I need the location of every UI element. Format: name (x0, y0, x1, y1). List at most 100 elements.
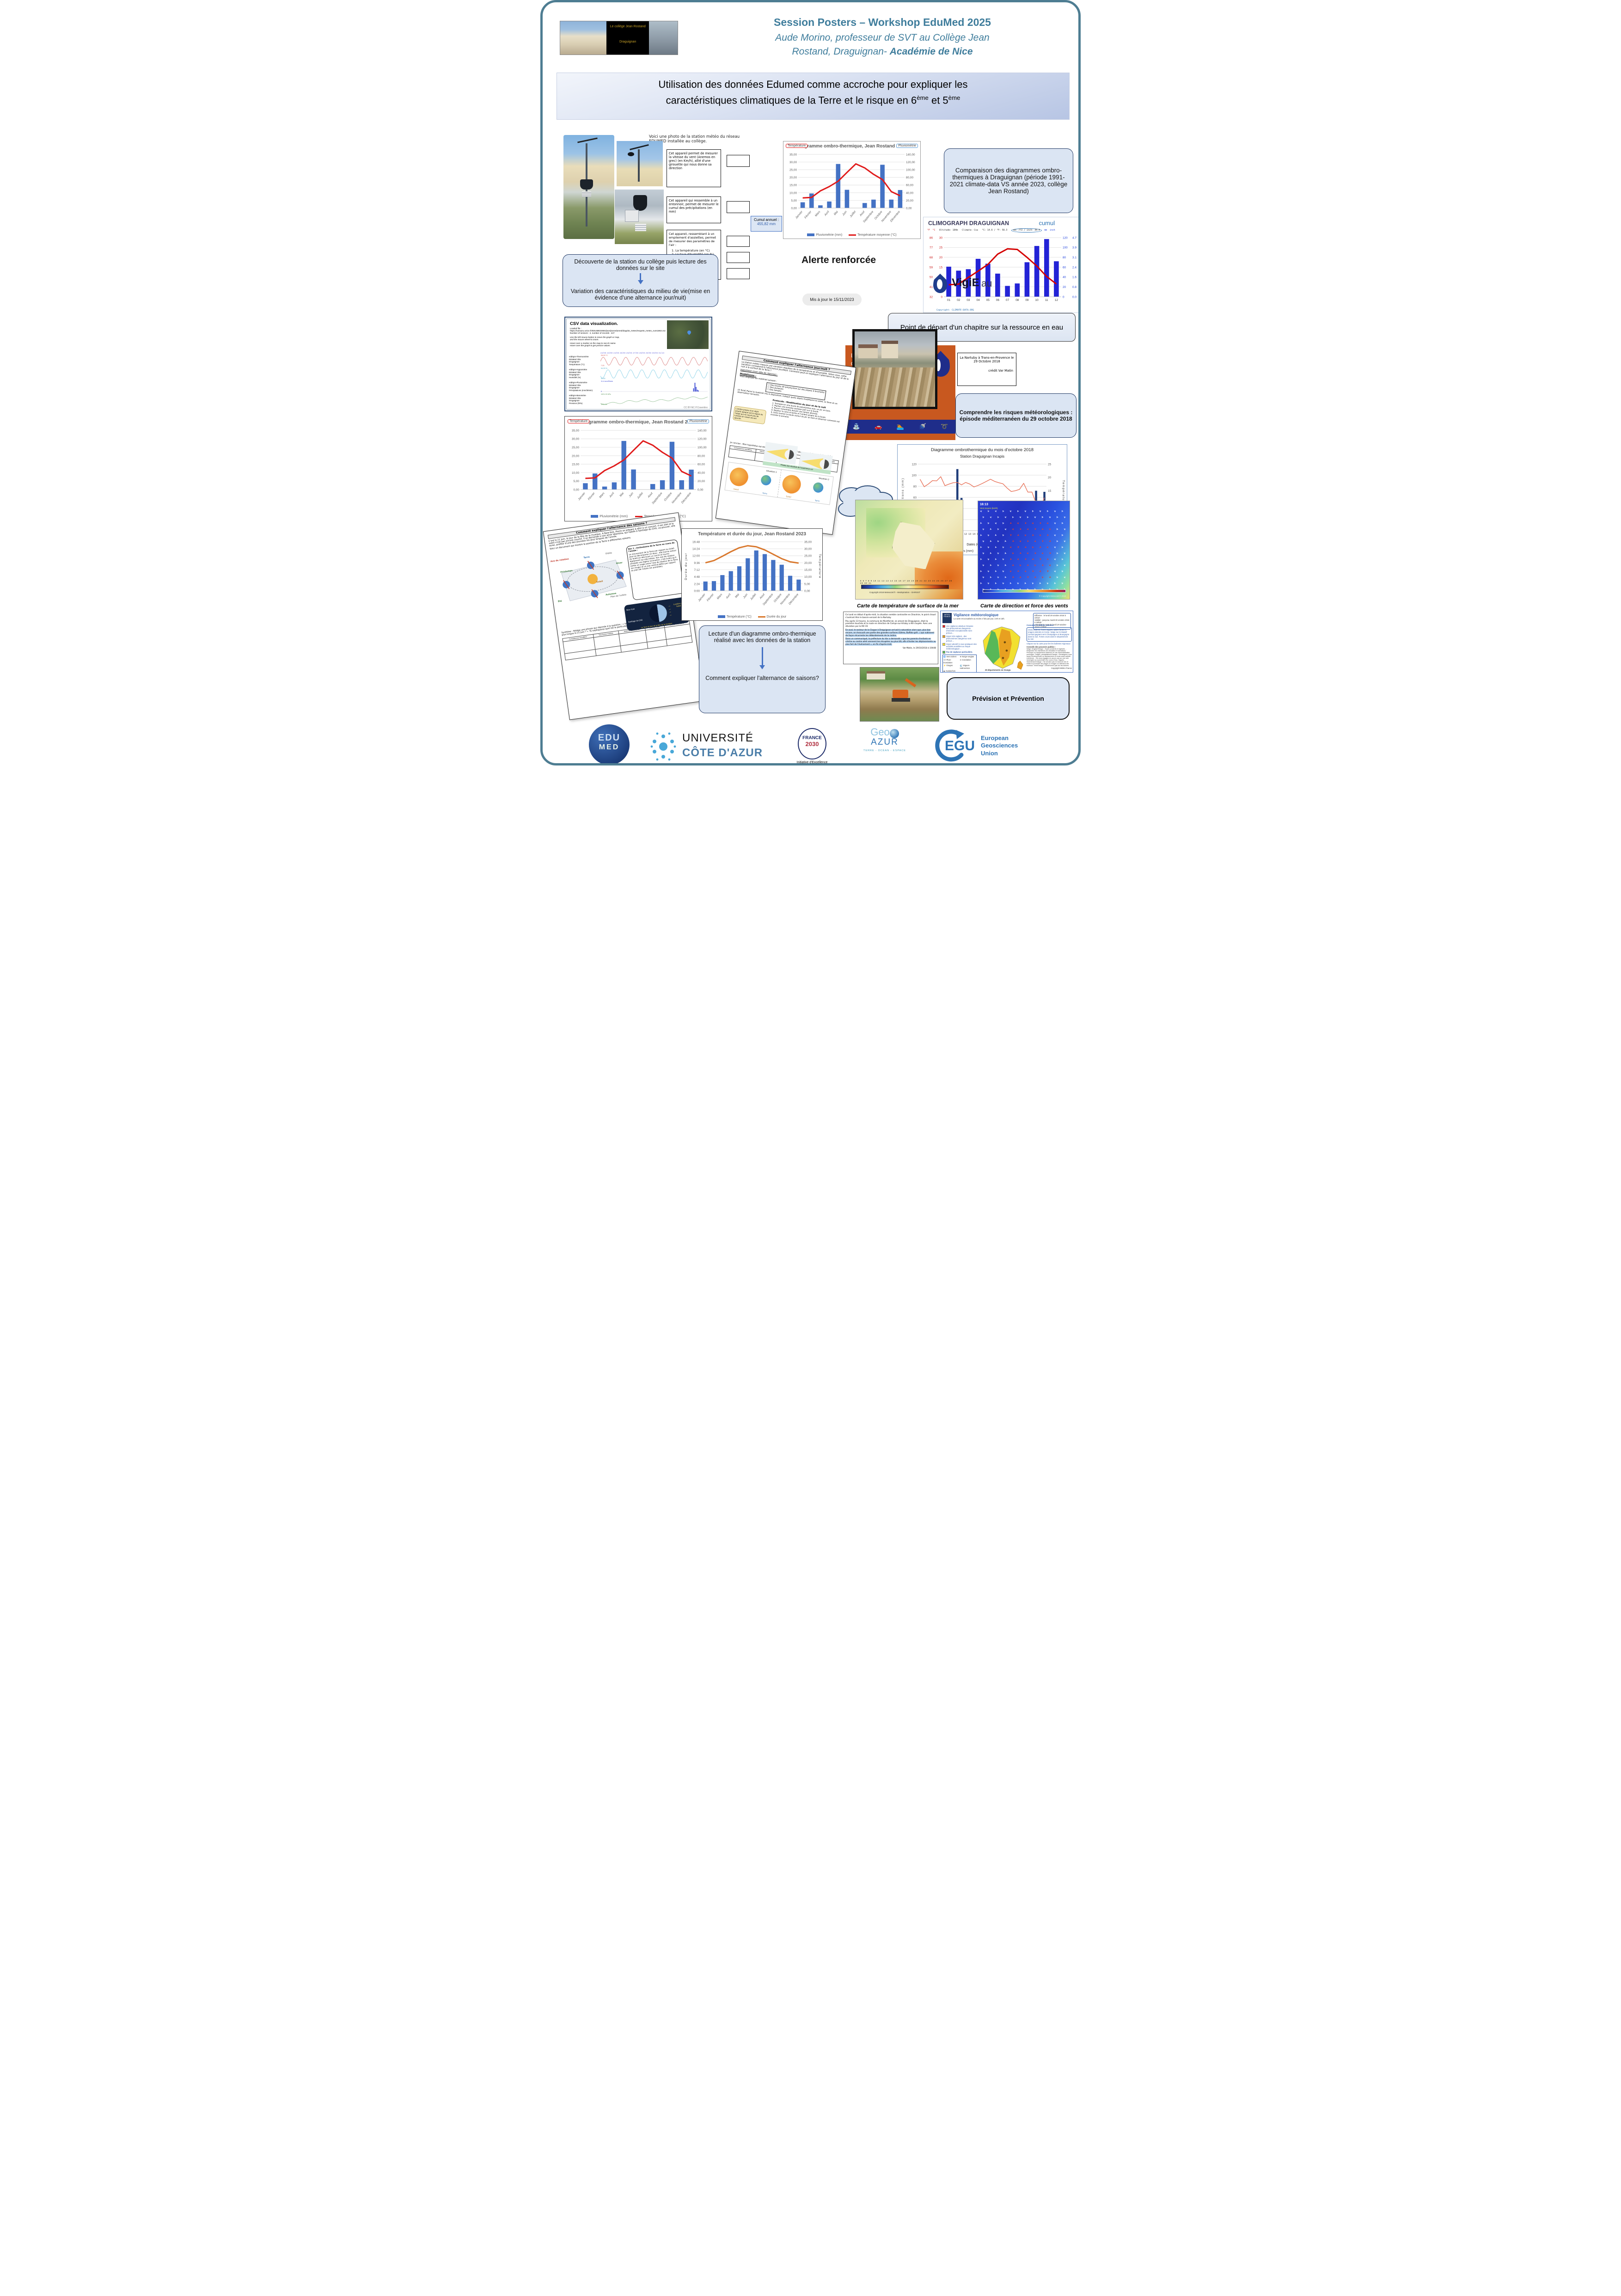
sparkline-humidity[interactable] (600, 368, 708, 380)
svg-text:04: 04 (977, 299, 980, 302)
sensor2-min: 0 (601, 391, 602, 392)
bulletin-national-link[interactable]: Consultez le bulletin national (1027, 624, 1072, 626)
flood-photo (852, 329, 937, 409)
svg-text:Juin: Juin (742, 593, 749, 600)
legend-red-text: Une vigilance absolue s'impose des phéno… (946, 625, 973, 634)
svg-text:25,00: 25,00 (789, 169, 797, 172)
egu-line1: European (981, 735, 1009, 741)
legend-bar-swatch (807, 233, 815, 237)
svg-text:❄: ❄ (1003, 641, 1006, 644)
legend-bar-swatch-2 (591, 515, 599, 518)
vigilance-legend: Une vigilance absolue s'impose des phéno… (942, 625, 977, 672)
terre-label-2: Terre (814, 499, 820, 502)
svg-text:09: 09 (1025, 299, 1029, 302)
earth-illustration-1 (760, 474, 772, 486)
svg-text:35,00: 35,00 (572, 429, 579, 432)
svg-text:35,00: 35,00 (789, 153, 797, 156)
svg-text:Février: Février (587, 491, 596, 501)
svg-text:Juin: Juin (628, 491, 635, 498)
svg-text:50: 50 (930, 276, 933, 279)
svg-text:Mars: Mars (599, 491, 606, 499)
svg-text:5,00: 5,00 (804, 582, 810, 586)
tempduree-legend-line-swatch (758, 616, 765, 618)
ws-jour-ombre-callout: L'ombre propre d'un objet éclairé opaque… (732, 405, 767, 425)
school-city: Draguignan (619, 40, 636, 43)
situation1-label: Situation 1 (766, 469, 777, 473)
sensor2-n1: eddrgm-Pluviomètre (569, 381, 587, 384)
vigilance-title: Vigilance météorologique (954, 613, 999, 617)
car-wash-icon: 🚗 (875, 423, 882, 430)
svg-text:80: 80 (913, 485, 917, 488)
svg-text:25,00: 25,00 (572, 446, 579, 449)
geoazur-logo[interactable]: Geo AZUR TERRE - OCÉAN - ESPACE (857, 726, 912, 763)
svg-text:0: 0 (1063, 295, 1064, 299)
sparkline-temperature[interactable] (600, 355, 708, 367)
answer-box-2[interactable] (727, 201, 750, 213)
pluviometrie-axis-chip-2: Pluviométrie (687, 419, 709, 423)
answer-box-5[interactable] (727, 268, 750, 279)
svg-text:30,00: 30,00 (789, 161, 797, 164)
param-temperature: 1. La température (en °C) (672, 249, 710, 252)
svg-text:4:48: 4:48 (694, 576, 700, 579)
france2030-logo[interactable]: FRANCE 2030 Initiative d'Excellence (793, 728, 831, 764)
svg-text:77: 77 (930, 246, 933, 250)
c-unit: °C (932, 229, 936, 232)
svg-text:60,00: 60,00 (906, 184, 913, 187)
answer-box-3[interactable] (727, 236, 750, 247)
svg-text:140,00: 140,00 (697, 429, 707, 432)
meteo-france-logo: MÉTÉO FRANCE (942, 613, 952, 623)
decouverte-bottom-text: Variation des caractéristiques du milieu… (570, 288, 710, 301)
conseils-text: Neige-Verglas/Orange = Soyez prudents et… (1027, 648, 1072, 667)
edumed-logo[interactable]: EDU MED (589, 724, 630, 763)
ic5: Inondation (962, 659, 971, 661)
egu-full-name: European Geosciences Union (981, 735, 1018, 757)
svg-text:68: 68 (930, 256, 933, 259)
svg-text:30: 30 (939, 236, 943, 239)
answer-box-4[interactable] (727, 252, 750, 263)
tempduree-legend-bar-label: Température (°C) (726, 615, 752, 618)
ic4: Neige-verglas (962, 655, 974, 658)
main-title-sup2: ème (948, 94, 960, 101)
temperature-axis-chip-2: Température (568, 419, 590, 423)
flood-icon: ≋ Inondation (960, 659, 971, 661)
consultez-text[interactable]: Consultez le bulletin national (1027, 624, 1053, 626)
article-p1: Ce lundi en début d'après-midi, la situa… (845, 614, 936, 619)
lecture-bottom-text: Comment expliquer l'alternance de saison… (705, 675, 819, 681)
sparkline-pressure[interactable] (600, 394, 708, 405)
answer-box-1[interactable] (727, 155, 750, 167)
sun-illustration-2 (781, 473, 802, 495)
svg-text:0,00: 0,00 (574, 488, 580, 491)
sensor1-min: 33.83 (601, 378, 606, 380)
avalanche-icon: ⛰ Avalanches (943, 670, 956, 672)
svg-text:14: 14 (973, 533, 975, 536)
initiative-excellence-text: Initiative d'Excellence (796, 761, 828, 764)
cliquez-text[interactable]: Cliquez sur la carte pour lire les bulle… (1027, 643, 1070, 645)
wind-icon: 🌀 Vent violent (943, 655, 957, 658)
svg-text:25: 25 (939, 246, 943, 250)
svg-text:Juillet: Juillet (636, 492, 644, 500)
climograph-header-row: °F °C Altitude: 184m Climate: Csa °C: 14… (927, 228, 1078, 233)
csv-map-thumbnail[interactable] (667, 320, 709, 349)
doc1-box: Doc 1 : Inclinaisons de la Terre au cour… (626, 539, 685, 600)
svg-text:140,00: 140,00 (906, 153, 915, 156)
egu-logo[interactable]: EGU European Geosciences Union (932, 728, 1034, 763)
article-p3: En aval, le secteur de la Clappe à Dragu… (845, 629, 936, 637)
diffusion-line: Diffusion : le lundi 29 octobre 2018 à 2… (1034, 614, 1066, 619)
conseils-title: Conseils des pouvoirs publics : (1027, 646, 1056, 648)
uca-logo[interactable]: UNIVERSITÉ CÔTE D'AZUR (648, 729, 787, 763)
sparkline-rain[interactable] (600, 381, 708, 392)
vigilance-france-map[interactable]: ❄❄❄ (979, 625, 1024, 670)
svg-text:100,00: 100,00 (906, 169, 915, 172)
vigilance-copyright: Copyright Météo France (1051, 667, 1072, 669)
half-lit-earth (648, 603, 668, 624)
svg-text:16:48: 16:48 (692, 540, 700, 544)
map-marker-icon[interactable] (686, 330, 692, 335)
tempduree-title: Température et durée du jour, Jean Rosta… (698, 532, 806, 537)
inch-unit: inch (1050, 229, 1055, 232)
svg-text:20: 20 (1063, 286, 1066, 289)
excavator-body (893, 690, 908, 698)
sensor-label-thermo: eddrgm-Thermomètre EduMed Obs Draguignan Te… (569, 355, 599, 366)
main-title-banner: Utilisation des données Edumed comme acc… (557, 73, 1070, 120)
svg-text:0,00: 0,00 (791, 207, 797, 210)
sensor3-max: 1021.03 hPa (601, 393, 611, 395)
